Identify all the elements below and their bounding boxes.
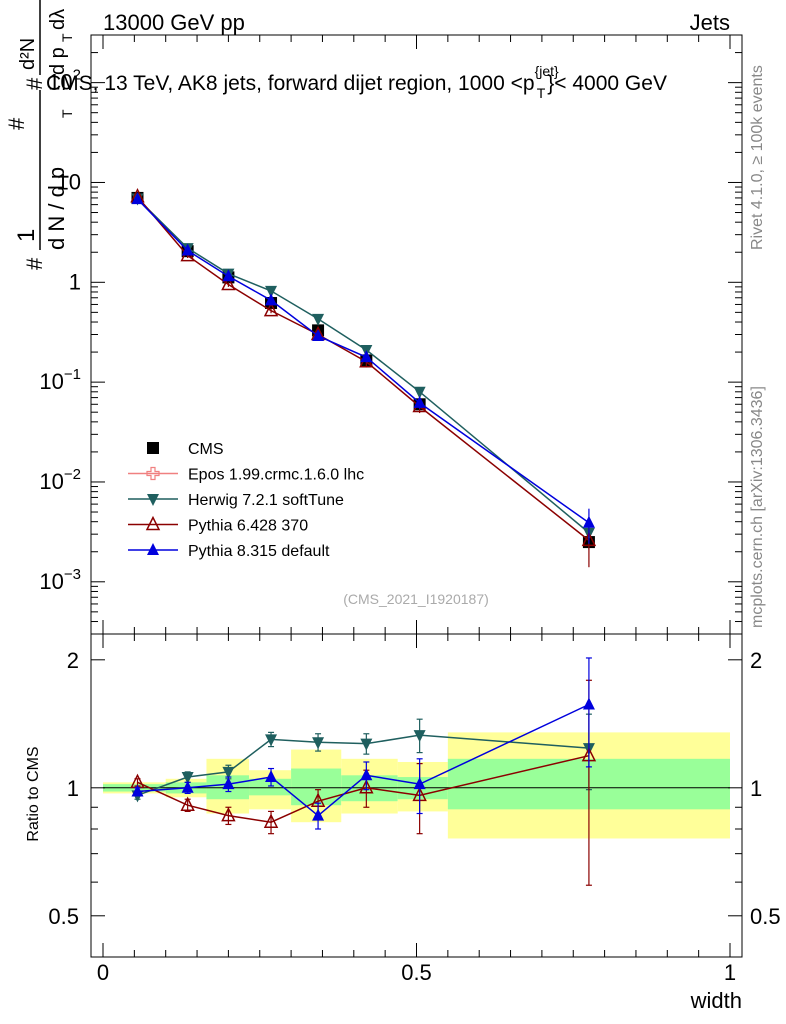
ratio-point-herwig xyxy=(265,734,278,747)
svg-text:dλ: dλ xyxy=(47,9,69,30)
legend-label-herwig: Herwig 7.2.1 softTune xyxy=(188,492,344,509)
ratio-ytick-label-right: 0.5 xyxy=(750,904,781,929)
main-series xyxy=(130,188,597,568)
point-pythia8 xyxy=(312,328,325,341)
ratio-point-pythia8 xyxy=(181,780,194,793)
ratio-point-pythia8 xyxy=(360,768,373,781)
point-pythia8 xyxy=(413,395,426,408)
rivet-label: Rivet 4.1.0, ≥ 100k events xyxy=(749,65,766,250)
legend-label-pythia6: Pythia 6.428 370 xyxy=(188,518,308,535)
main-panel xyxy=(91,35,742,634)
legend-marker-pythia8 xyxy=(147,543,159,555)
point-herwig xyxy=(265,285,278,298)
legend-label-pythia8: Pythia 8.315 default xyxy=(188,543,330,560)
ratio-band-inner xyxy=(249,778,292,796)
ratio-point-pythia6 xyxy=(359,779,374,794)
x-tick-label: 0.5 xyxy=(401,960,432,985)
point-pythia8 xyxy=(181,243,194,256)
x-axis-label: width xyxy=(690,988,742,1013)
main-ytick-label: 102 xyxy=(48,67,81,95)
ratio-point-pythia8 xyxy=(582,697,595,710)
ratio-line-pythia8 xyxy=(137,703,590,817)
ratio-point-pythia6 xyxy=(180,796,195,811)
point-pythia6 xyxy=(263,301,279,317)
x-ticks: 0 0.5 1 xyxy=(97,35,736,985)
ratio-ytick-label-right: 2 xyxy=(750,648,762,673)
point-pythia8 xyxy=(582,515,595,528)
ratio-point-pythia8 xyxy=(131,784,144,797)
svg-text:#: # xyxy=(22,77,47,90)
main-ytick-label: 10−1 xyxy=(39,366,81,394)
ratio-line-pythia6 xyxy=(137,754,590,823)
main-ticks: 10−3 10−2 10−1 1 10 102 xyxy=(39,34,742,635)
series-line-pythia6 xyxy=(136,196,590,541)
ratio-ylabel: Ratio to CMS xyxy=(25,746,42,841)
svg-text:d p: d p xyxy=(47,47,69,75)
ratio-point-pythia8 xyxy=(265,770,278,783)
point-pythia8 xyxy=(265,293,278,306)
ratio-ytick-label: 2 xyxy=(67,648,79,673)
ratio-point-pythia6 xyxy=(221,806,236,822)
main-ytick-label: 10 xyxy=(57,169,81,194)
point-herwig xyxy=(413,386,426,399)
point-pythia8 xyxy=(131,192,144,205)
ratio-point-pythia8 xyxy=(413,777,426,790)
ratio-ytick-label: 0.5 xyxy=(48,904,79,929)
series-line-pythia8 xyxy=(136,198,590,524)
ratio-point-pythia6 xyxy=(263,813,279,828)
legend: CMS Epos 1.99.crmc.1.6.0 lhc Herwig 7.2.1 … xyxy=(128,441,364,560)
legend-label-epos: Epos 1.99.crmc.1.6.0 lhc xyxy=(188,467,364,484)
x-tick-label: 0 xyxy=(97,960,109,985)
ratio-point-herwig xyxy=(413,730,426,743)
plot-title: CMS, 13 TeV, AK8 jets, forward dijet reg… xyxy=(46,63,667,101)
point-pythia6 xyxy=(581,531,597,547)
ratio-point-herwig xyxy=(181,772,194,785)
main-ylabel: # 1 d N / d p T # # d²N d p T dλ xyxy=(4,0,75,270)
main-ytick-label: 10−3 xyxy=(39,566,81,594)
point-herwig xyxy=(312,313,325,326)
point-pythia8 xyxy=(222,269,235,282)
legend-marker-cms xyxy=(147,442,159,454)
ratio-point-herwig xyxy=(312,737,325,750)
ratio-ytick-label-right: 1 xyxy=(750,776,762,801)
svg-text:d²N: d²N xyxy=(17,38,39,70)
svg-text:T: T xyxy=(59,109,75,118)
svg-text:#: # xyxy=(4,117,29,130)
ratio-point-pythia8 xyxy=(312,808,325,821)
point-pythia8 xyxy=(360,350,373,363)
series-line-herwig xyxy=(136,198,590,534)
svg-text:T: T xyxy=(59,33,75,42)
mcplots-label: mcplots.cern.ch [arXiv:1306.3436] xyxy=(749,386,766,628)
legend-marker-pythia6 xyxy=(145,515,161,531)
header-right: Jets xyxy=(690,10,730,35)
legend-marker-herwig xyxy=(147,494,159,506)
point-pythia6 xyxy=(221,275,236,291)
ratio-point-herwig xyxy=(360,738,373,751)
legend-marker-epos xyxy=(146,466,160,481)
svg-text:#: # xyxy=(22,257,47,270)
header-left: 13000 GeV pp xyxy=(103,10,245,35)
main-ytick-label: 1 xyxy=(69,269,81,294)
ratio-ytick-label: 1 xyxy=(67,776,79,801)
legend-label-cms: CMS xyxy=(188,441,224,458)
ratio-ticks: 0.5 0.5 1 1 2 2 xyxy=(48,648,780,929)
x-tick-label: 1 xyxy=(724,960,736,985)
svg-text:d N / d p: d N / d p xyxy=(44,167,69,250)
analysis-watermark: (CMS_2021_I1920187) xyxy=(343,591,489,607)
ratio-line-herwig xyxy=(137,734,589,797)
ratio-point-herwig xyxy=(222,766,235,779)
ratio-series xyxy=(130,657,597,886)
main-ytick-label: 10−2 xyxy=(39,466,81,494)
ratio-point-pythia8 xyxy=(222,777,235,790)
svg-text:1: 1 xyxy=(13,229,40,242)
